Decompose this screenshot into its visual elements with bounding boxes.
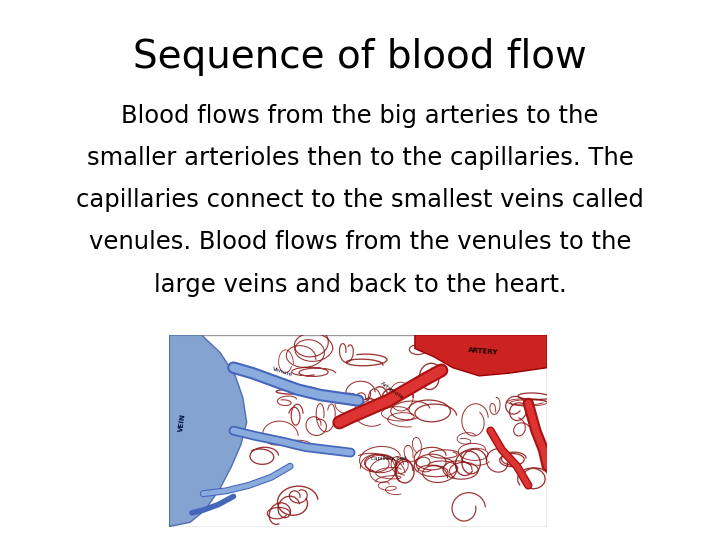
- Text: ARTERY: ARTERY: [468, 347, 498, 355]
- Text: venules. Blood flows from the venules to the: venules. Blood flows from the venules to…: [89, 231, 631, 254]
- Text: large veins and back to the heart.: large veins and back to the heart.: [153, 273, 567, 296]
- FancyBboxPatch shape: [169, 335, 547, 526]
- Text: capillaries connect to the smallest veins called: capillaries connect to the smallest vein…: [76, 188, 644, 212]
- Text: capillary bed: capillary bed: [371, 456, 406, 461]
- Text: smaller arterioles then to the capillaries. The: smaller arterioles then to the capillari…: [86, 146, 634, 170]
- Text: Blood flows from the big arteries to the: Blood flows from the big arteries to the: [121, 104, 599, 128]
- Text: Venule: Venule: [271, 366, 294, 377]
- Text: Sequence of blood flow: Sequence of blood flow: [133, 38, 587, 76]
- Text: Arteriole: Arteriole: [379, 381, 405, 401]
- Polygon shape: [169, 335, 247, 526]
- Polygon shape: [415, 335, 547, 376]
- Text: VEIN: VEIN: [178, 413, 186, 432]
